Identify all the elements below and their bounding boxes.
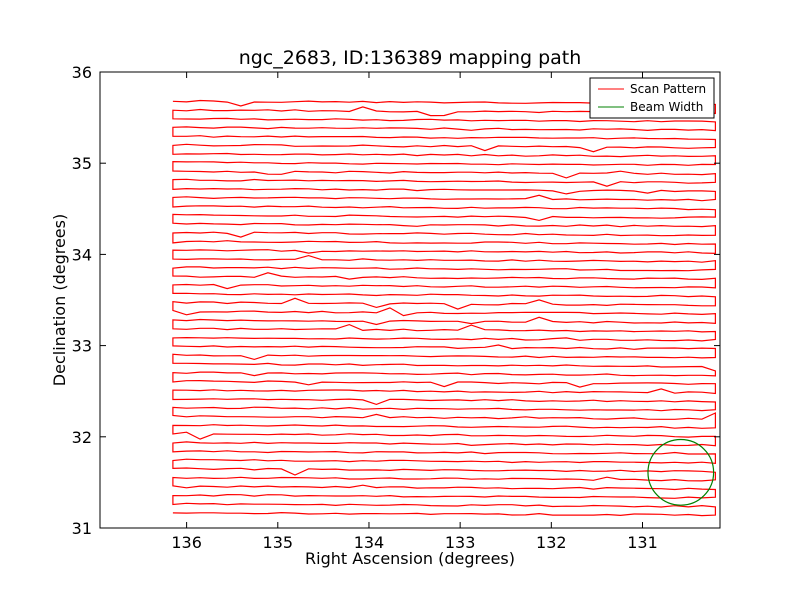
- legend-box: [589, 77, 715, 119]
- y-tick-label: 34: [72, 245, 92, 264]
- y-tick-label: 35: [72, 154, 92, 173]
- scan-pattern-layer: [172, 99, 716, 517]
- x-tick-label: 136: [171, 533, 202, 552]
- y-tick-label: 32: [72, 428, 92, 447]
- y-tick-label: 33: [72, 337, 92, 356]
- x-axis-ticks: 136 135 134 133 132 131: [171, 72, 658, 552]
- y-tick-label: 31: [72, 519, 92, 538]
- x-tick-label: 131: [627, 533, 658, 552]
- beam-width-circle: [647, 438, 715, 506]
- legend-label-beam-width: Beam Width: [630, 100, 703, 114]
- scan-pattern-line: [172, 99, 716, 517]
- y-axis-label: Declination (degrees): [50, 214, 69, 386]
- plot-frame: [99, 71, 721, 529]
- x-axis-label: Right Ascension (degrees): [305, 549, 515, 568]
- legend-label-scan-pattern: Scan Pattern: [630, 82, 706, 96]
- x-tick-label: 135: [263, 533, 294, 552]
- x-tick-label: 132: [536, 533, 567, 552]
- chart-title: ngc_2683, ID:136389 mapping path: [239, 47, 582, 69]
- x-tick-label: 133: [445, 533, 476, 552]
- beam-width-layer: [647, 438, 715, 506]
- legend: Scan Pattern Beam Width: [589, 77, 715, 119]
- y-tick-label: 36: [72, 63, 92, 82]
- x-tick-label: 134: [354, 533, 385, 552]
- y-axis-ticks: 31 32 33 34 35 36: [72, 63, 720, 538]
